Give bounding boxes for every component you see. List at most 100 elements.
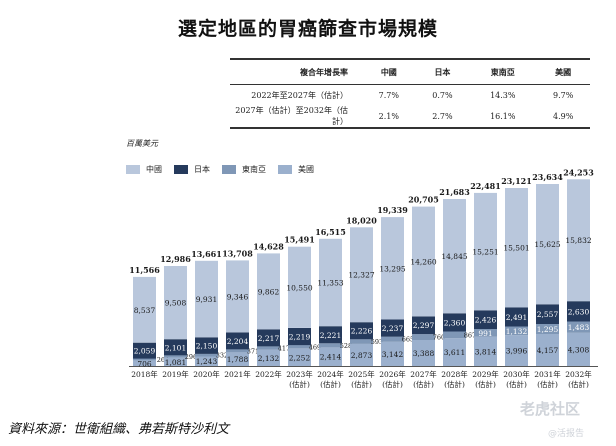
bar-segment-china — [536, 184, 559, 305]
data-label-sea: 264 — [157, 356, 169, 364]
x-tick-label: (估計) — [382, 379, 403, 389]
cagr-header-row: 複合年增長率 中國 日本 東南亞 美國 — [230, 58, 590, 85]
data-label-usa: 3,996 — [506, 347, 528, 356]
bar-segment-china — [412, 206, 435, 317]
cagr-row-label: 2027年（估計）至2032年（估計） — [230, 105, 362, 129]
x-tick-label: 2020年 — [193, 369, 220, 379]
total-label: 19,339 — [377, 205, 408, 215]
data-label-usa: 2,873 — [351, 351, 373, 360]
data-label-japan: 2,204 — [227, 337, 249, 346]
legend-item-usa: 美國 — [278, 164, 314, 175]
legend-item-sea: 東南亞 — [222, 164, 266, 175]
bar-segment-usa — [443, 338, 466, 366]
x-tick-label: 2024年 — [317, 369, 344, 379]
data-label-usa: 1,081 — [165, 358, 186, 367]
bar-segment-sea — [412, 334, 435, 340]
data-label-sea: 371 — [247, 347, 259, 355]
bar-segment-china — [350, 227, 373, 323]
legend-swatch-sea — [222, 165, 236, 174]
bar-segment-china — [164, 266, 187, 340]
bar-segment-usa — [257, 349, 280, 366]
bar-segment-sea — [474, 329, 497, 337]
bar-segment-sea — [536, 324, 559, 334]
data-label-japan: 2,557 — [537, 310, 559, 319]
bar-segment-china — [474, 192, 497, 311]
data-label-usa: 3,388 — [413, 349, 435, 358]
data-label-usa: 3,611 — [444, 348, 465, 357]
watermark-logo: 老虎社区 — [520, 400, 581, 418]
bar-segment-japan — [567, 301, 590, 322]
data-label-japan: 2,221 — [320, 331, 341, 340]
total-label: 21,683 — [439, 187, 470, 197]
data-label-china: 9,931 — [196, 295, 217, 304]
x-tick-label: (估計) — [537, 379, 558, 389]
data-label-japan: 2,059 — [134, 347, 156, 356]
data-label-usa: 1,243 — [196, 357, 218, 366]
data-label-china: 15,251 — [472, 248, 498, 257]
bar-segment-china — [567, 179, 590, 302]
x-tick-label: (估計) — [475, 379, 496, 389]
bar-segment-china — [195, 260, 218, 338]
legend-item-japan: 日本 — [174, 164, 210, 175]
bar-segment-china — [226, 260, 249, 333]
data-label-china: 12,327 — [348, 271, 374, 280]
data-label-japan: 2,297 — [413, 321, 435, 330]
legend-label-china: 中國 — [146, 165, 162, 174]
chart-title: 選定地區的胃癌篩查市場規模 — [177, 18, 438, 40]
data-label-china: 10,550 — [286, 283, 312, 292]
x-tick-label: 2025年 — [348, 369, 375, 379]
total-label: 11,566 — [129, 265, 160, 275]
cagr-cell: 9.7% — [553, 90, 574, 100]
bar-segment-sea — [443, 331, 466, 339]
data-label-japan: 2,101 — [165, 343, 186, 352]
x-tick-label: (估計) — [289, 379, 310, 389]
data-label-china: 11,353 — [317, 279, 343, 288]
x-tick-label: 2027年 — [410, 369, 437, 379]
total-label: 22,481 — [470, 181, 501, 191]
bar-segment-japan — [133, 342, 156, 359]
bar-segment-japan — [536, 304, 559, 324]
bar-segment-usa — [226, 352, 249, 366]
total-label: 18,020 — [346, 215, 377, 225]
bar-segment-japan — [381, 319, 404, 337]
bar-segment-sea — [505, 326, 528, 336]
data-label-sea: 332 — [216, 352, 228, 360]
cagr-header-usa: 美國 — [536, 58, 590, 85]
data-label-usa: 4,308 — [568, 345, 590, 354]
cagr-row: 2027年（估計）至2032年（估計） 2.1% 2.7% 16.1% 4.9% — [230, 105, 590, 129]
data-label-sea: 1,132 — [506, 327, 528, 336]
bar-segment-sea — [257, 346, 280, 350]
cagr-row-label: 2022年至2027年（估計） — [251, 90, 348, 100]
legend-item-china: 中國 — [126, 164, 162, 175]
bar-segment-usa — [536, 334, 559, 366]
bar-segment-china — [381, 217, 404, 320]
bar-segment-japan — [443, 313, 466, 332]
bar-segment-japan — [350, 322, 373, 340]
bar-segment-sea — [133, 358, 156, 361]
bar-segment-japan — [288, 328, 311, 346]
total-label: 24,253 — [563, 167, 594, 177]
bar-segment-china — [288, 246, 311, 328]
bar-segment-usa — [474, 336, 497, 366]
bar-segment-japan — [412, 316, 435, 335]
data-label-sea: 593 — [371, 338, 383, 346]
data-label-china: 9,862 — [258, 287, 280, 296]
x-tick-label: 2026年 — [379, 369, 406, 379]
source-note: 資料來源：世衛組織、弗若斯特沙利文 — [8, 422, 230, 437]
cagr-cell: 4.9% — [536, 105, 590, 129]
data-label-japan: 2,237 — [382, 324, 404, 333]
bar-segment-sea — [226, 349, 249, 353]
cagr-cell: 0.7% — [432, 90, 453, 100]
data-label-china: 14,260 — [410, 258, 436, 267]
data-label-sea: 469 — [309, 343, 321, 351]
legend-label-sea: 東南亞 — [242, 165, 266, 174]
data-label-japan: 2,630 — [568, 307, 590, 316]
legend-label-japan: 日本 — [194, 165, 210, 174]
data-label-sea: 991 — [478, 329, 492, 338]
total-label: 23,121 — [501, 176, 532, 186]
bar-segment-china — [319, 238, 342, 327]
bar-segment-usa — [567, 332, 590, 366]
bar-segment-japan — [319, 326, 342, 344]
cagr-header-sea: 東南亞 — [469, 58, 537, 85]
data-label-usa: 4,157 — [537, 346, 559, 355]
